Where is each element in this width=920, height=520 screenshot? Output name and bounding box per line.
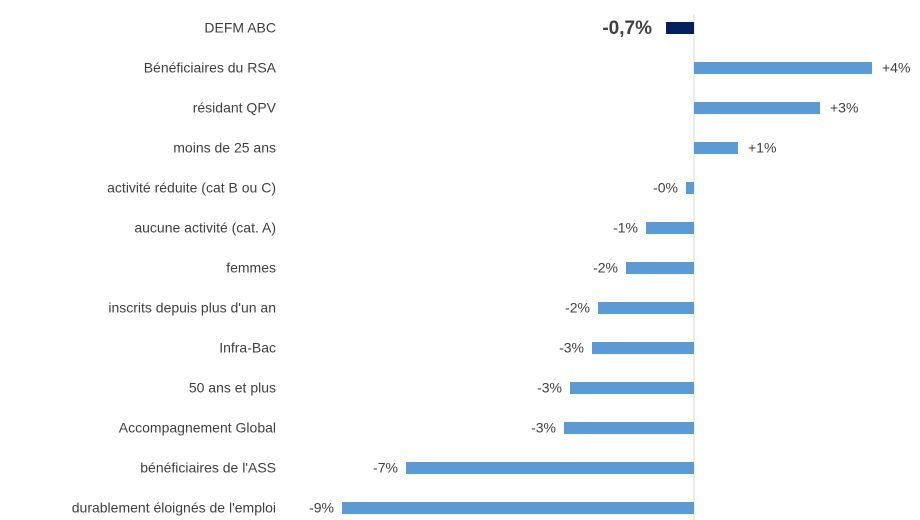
category-label: inscrits depuis plus d'un an xyxy=(108,300,276,316)
category-label: DEFM ABC xyxy=(204,20,276,36)
value-label: -7% xyxy=(373,460,398,476)
category-label: résidant QPV xyxy=(193,100,277,116)
category-label: Bénéficiaires du RSA xyxy=(144,60,277,76)
value-label: -2% xyxy=(593,260,618,276)
bar xyxy=(646,222,694,234)
bar xyxy=(342,502,694,514)
value-label: +1% xyxy=(748,140,776,156)
value-label: -3% xyxy=(531,420,556,436)
category-label: moins de 25 ans xyxy=(173,140,276,156)
bar xyxy=(694,142,738,154)
category-label: activité réduite (cat B ou C) xyxy=(107,180,276,196)
category-label: bénéficiaires de l'ASS xyxy=(140,460,276,476)
category-label: Accompagnement Global xyxy=(119,420,276,436)
value-label: +4% xyxy=(882,60,910,76)
bar xyxy=(592,342,694,354)
value-label: -1% xyxy=(613,220,638,236)
bar xyxy=(598,302,694,314)
bar xyxy=(570,382,694,394)
value-label: -2% xyxy=(565,300,590,316)
bar xyxy=(686,182,694,194)
value-label: -3% xyxy=(537,380,562,396)
value-label: -3% xyxy=(559,340,584,356)
value-label: +3% xyxy=(830,100,858,116)
category-label: 50 ans et plus xyxy=(189,380,276,396)
bar xyxy=(626,262,694,274)
category-label: Infra-Bac xyxy=(219,340,276,356)
bar xyxy=(694,102,820,114)
value-label: -9% xyxy=(309,500,334,516)
category-label: durablement éloignés de l'emploi xyxy=(72,500,276,516)
bar xyxy=(564,422,694,434)
category-label: aucune activité (cat. A) xyxy=(134,220,276,236)
value-label: -0,7% xyxy=(602,18,652,39)
value-label: -0% xyxy=(653,180,678,196)
bar xyxy=(406,462,694,474)
bar xyxy=(666,22,694,34)
category-label: femmes xyxy=(226,260,276,276)
bar xyxy=(694,62,872,74)
